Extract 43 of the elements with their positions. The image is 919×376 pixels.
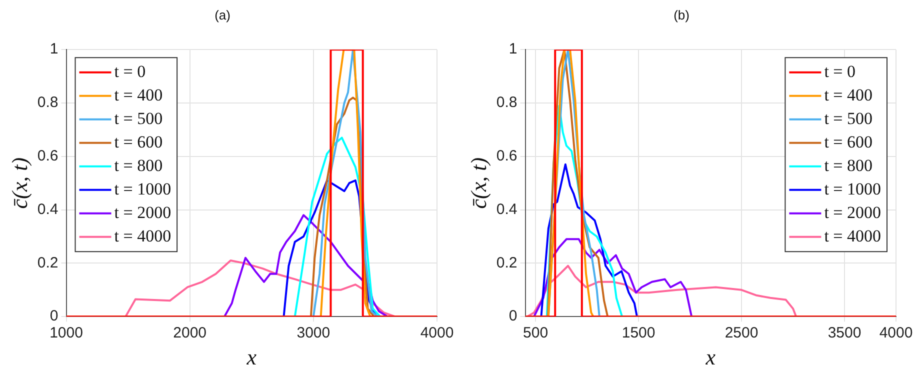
y-tick-label: 1	[508, 40, 518, 58]
y-tick-label: 0	[508, 308, 518, 325]
chart-title: (b)	[674, 7, 690, 22]
legend-label: t = 400	[114, 85, 163, 104]
legend-label: t = 800	[824, 156, 872, 175]
x-axis-title: x	[704, 344, 716, 370]
y-tick-label: 1	[50, 40, 58, 58]
x-tick-label: 4000	[420, 324, 454, 342]
legend-label: t = 2000	[114, 202, 172, 222]
y-tick-label: 0.4	[37, 200, 58, 218]
legend-label: t = 1000	[114, 179, 172, 198]
y-tick-label: 0.8	[496, 94, 518, 112]
x-tick-label: 2000	[173, 324, 207, 342]
legend-label: t = 0	[824, 62, 856, 81]
y-tick-label: 0.6	[37, 148, 58, 165]
legend-label: t = 1000	[824, 179, 881, 198]
y-tick-label: 0.2	[37, 254, 58, 272]
y-tick-label: 0.2	[496, 254, 518, 272]
y-tick-label: 0.8	[37, 94, 58, 112]
legend-label: t = 500	[824, 108, 872, 128]
x-tick-label: 500	[523, 324, 548, 342]
legend-label: t = 500	[114, 108, 163, 128]
legend-label: t = 4000	[824, 226, 881, 246]
x-axis-title: x	[246, 344, 257, 370]
y-axis-title: c̄(x, t)	[466, 157, 491, 209]
legend-label: t = 400	[824, 85, 872, 104]
chart-title: (a)	[214, 7, 230, 22]
legend-label: t = 2000	[824, 202, 881, 222]
x-tick-label: 3500	[828, 324, 862, 342]
y-tick-label: 0.6	[496, 148, 518, 165]
legend-label: t = 600	[824, 132, 872, 152]
x-tick-label: 3000	[296, 324, 330, 342]
legend-label: t = 800	[114, 156, 163, 175]
x-tick-label: 2500	[724, 324, 758, 342]
y-tick-label: 0.4	[496, 200, 518, 218]
x-tick-label: 4000	[879, 324, 913, 342]
y-axis-title: c̄(x, t)	[6, 157, 32, 209]
y-tick-label: 0	[50, 308, 58, 325]
legend-label: t = 600	[114, 132, 163, 152]
x-tick-label: 1000	[50, 324, 83, 342]
legend-label: t = 0	[114, 62, 146, 81]
x-tick-label: 1500	[622, 324, 656, 342]
legend-label: t = 4000	[114, 226, 172, 246]
